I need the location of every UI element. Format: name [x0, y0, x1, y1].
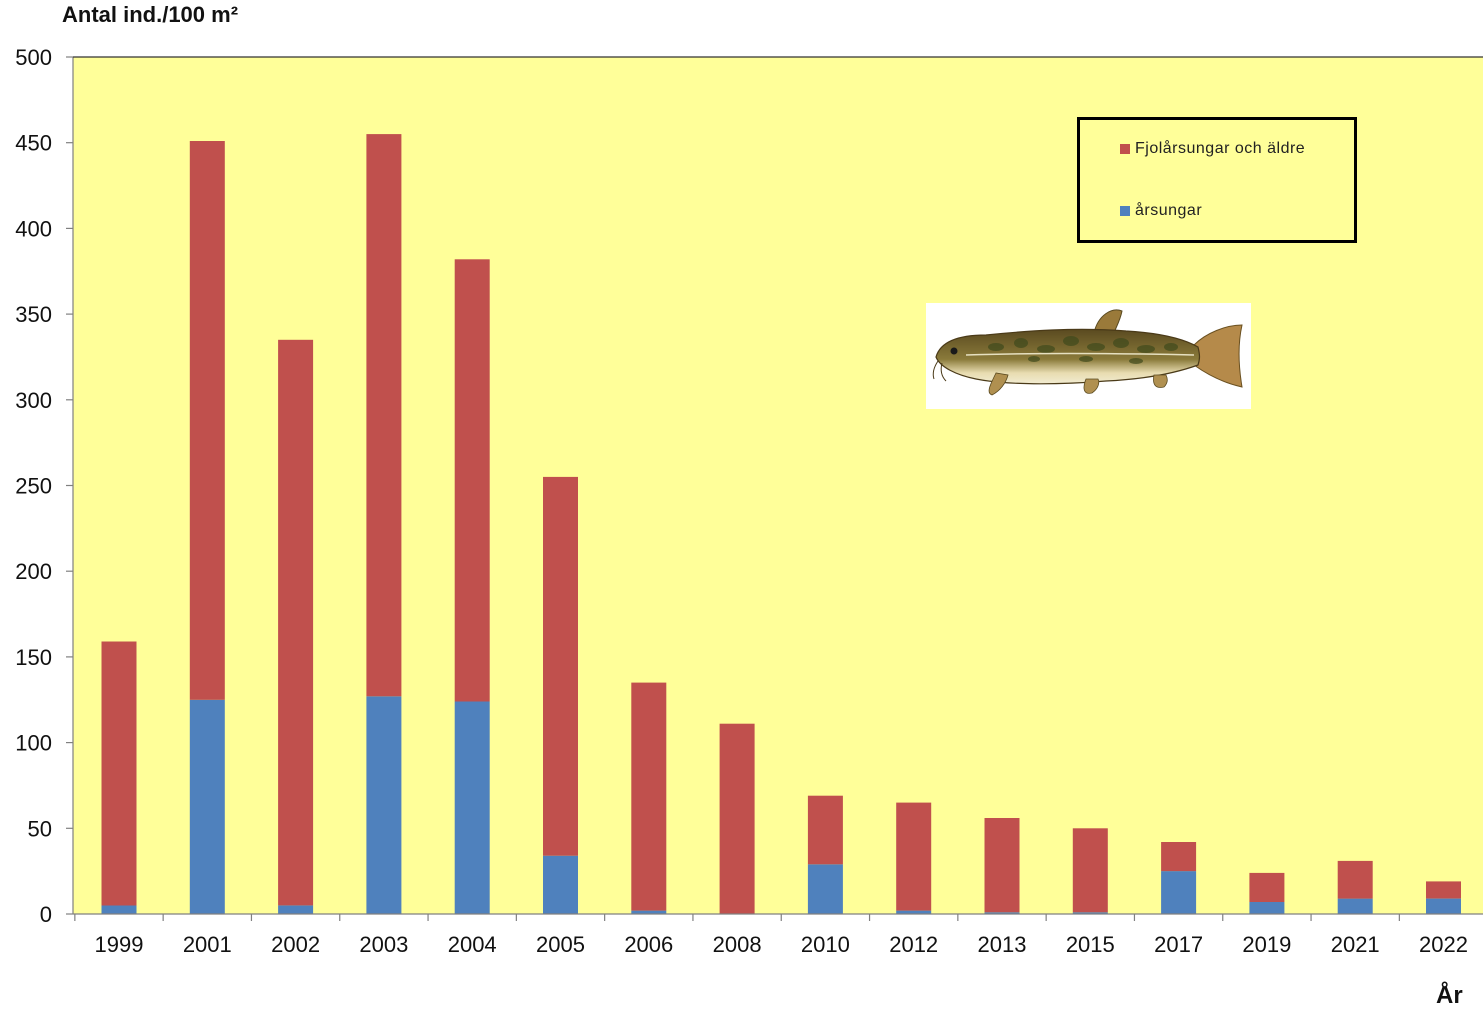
x-axis-label: År [1436, 982, 1463, 1009]
y-tick-label-350: 350 [15, 302, 52, 327]
bar-fjolarsungar-2003 [366, 134, 402, 697]
bar-arsungar-2005 [543, 855, 578, 914]
bar-arsungar-2012 [896, 910, 932, 914]
bar-fjolarsungar-1999 [101, 641, 137, 906]
bar-arsungar-2017 [1161, 871, 1197, 914]
bar-arsungar-2021 [1337, 898, 1373, 914]
legend-item-young: årsungar [1120, 202, 1202, 220]
bar-fjolarsungar-2015 [1072, 828, 1108, 913]
x-tick-label-2004: 2004 [448, 932, 497, 957]
bar-fjolarsungar-2006 [631, 682, 667, 911]
x-tick-label-2015: 2015 [1066, 932, 1115, 957]
x-tick-label-2002: 2002 [271, 932, 320, 957]
legend-item-older: Fjolårsungar och äldre [1120, 140, 1305, 158]
x-tick-label-2017: 2017 [1154, 932, 1203, 957]
legend-swatch-older [1120, 144, 1130, 154]
x-tick-label-2005: 2005 [536, 932, 585, 957]
x-tick-label-2003: 2003 [359, 932, 408, 957]
fish-icon [932, 309, 1243, 396]
bar-fjolarsungar-2002 [278, 339, 314, 906]
bar-fjolarsungar-2010 [807, 795, 843, 865]
y-tick-label-450: 450 [15, 131, 52, 156]
bar-fjolarsungar-2008 [719, 723, 755, 914]
y-tick-label-500: 500 [15, 45, 52, 70]
legend-label-young: årsungar [1135, 202, 1203, 219]
x-tick-label-2006: 2006 [624, 932, 673, 957]
bar-arsungar-2015 [1072, 912, 1108, 914]
bar-arsungar-2006 [631, 910, 667, 914]
x-tick-label-2022: 2022 [1419, 932, 1468, 957]
bars-layer [101, 134, 1461, 915]
x-tick-label-2019: 2019 [1242, 932, 1291, 957]
bar-arsungar-2022 [1426, 898, 1461, 914]
bar-arsungar-1999 [101, 905, 137, 914]
y-tick-label-50: 50 [28, 816, 52, 841]
legend-label-older: Fjolårsungar och äldre [1135, 140, 1306, 157]
bar-arsungar-2001 [189, 699, 225, 915]
x-tick-label-2021: 2021 [1331, 932, 1380, 957]
bar-fjolarsungar-2022 [1426, 881, 1461, 899]
y-tick-label-0: 0 [40, 902, 52, 927]
bar-fjolarsungar-2017 [1161, 842, 1197, 872]
y-tick-label-150: 150 [15, 645, 52, 670]
bar-fjolarsungar-2021 [1337, 860, 1373, 899]
x-tick-label-1999: 1999 [95, 932, 144, 957]
x-tick-label-2008: 2008 [713, 932, 762, 957]
y-tick-label-300: 300 [15, 388, 52, 413]
y-axis-label: Antal ind./100 m² [62, 2, 239, 27]
bar-fjolarsungar-2005 [543, 476, 578, 856]
y-tick-label-100: 100 [15, 731, 52, 756]
bar-arsungar-2010 [807, 864, 843, 914]
y-tick-label-200: 200 [15, 559, 52, 584]
bar-fjolarsungar-2004 [454, 259, 490, 702]
legend: Fjolårsungar och äldre årsungar [1077, 117, 1357, 243]
bar-arsungar-2004 [454, 701, 490, 914]
bar-arsungar-2019 [1249, 902, 1285, 914]
x-tick-label-2013: 2013 [978, 932, 1027, 957]
x-tick-label-2001: 2001 [183, 932, 232, 957]
bar-fjolarsungar-2001 [189, 141, 225, 700]
axes-layer: 0 50 100 150 200 250 300 350 400 450 500 1999 2001 20… [15, 45, 1483, 957]
bar-arsungar-2013 [984, 912, 1020, 914]
y-tick-label-250: 250 [15, 474, 52, 499]
x-tick-label-2010: 2010 [801, 932, 850, 957]
bar-fjolarsungar-2012 [896, 802, 932, 911]
x-tick-label-2012: 2012 [889, 932, 938, 957]
y-tick-label-400: 400 [15, 216, 52, 241]
bar-fjolarsungar-2019 [1249, 872, 1285, 902]
legend-swatch-young [1120, 206, 1130, 216]
bar-arsungar-2002 [278, 905, 314, 914]
bar-fjolarsungar-2013 [984, 818, 1020, 913]
fish-illustration [926, 303, 1251, 409]
bar-arsungar-2003 [366, 696, 402, 914]
